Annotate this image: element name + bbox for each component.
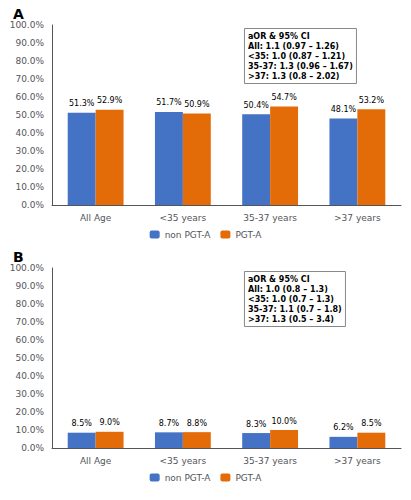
svg-text:<35 years: <35 years	[160, 456, 207, 466]
svg-text:8.3%: 8.3%	[246, 420, 267, 429]
svg-text:60.0%: 60.0%	[15, 92, 44, 102]
svg-text:All Age: All Age	[80, 213, 112, 223]
svg-text:54.7%: 54.7%	[271, 93, 297, 102]
svg-text:<35: 1.0 (0.7 – 1.3): <35: 1.0 (0.7 – 1.3)	[248, 295, 334, 304]
svg-text:>37 years: >37 years	[334, 213, 381, 223]
svg-text:<35 years: <35 years	[160, 213, 207, 223]
svg-text:100.0%: 100.0%	[9, 20, 44, 30]
svg-text:90.0%: 90.0%	[15, 281, 44, 291]
svg-text:10.0%: 10.0%	[15, 425, 44, 435]
svg-text:40.0%: 40.0%	[15, 128, 44, 138]
svg-text:8.5%: 8.5%	[72, 419, 93, 428]
svg-text:35-37 years: 35-37 years	[243, 456, 297, 466]
svg-text:70.0%: 70.0%	[15, 74, 44, 84]
svg-text:PGT-A: PGT-A	[235, 230, 262, 240]
svg-text:52.9%: 52.9%	[97, 96, 123, 105]
svg-text:0.0%: 0.0%	[21, 200, 44, 210]
svg-text:non PGT-A: non PGT-A	[165, 473, 212, 483]
svg-text:50.0%: 50.0%	[15, 353, 44, 363]
svg-text:>37: 1.3 (0.8 – 2.02): >37: 1.3 (0.8 – 2.02)	[248, 72, 340, 81]
svg-text:A: A	[13, 6, 24, 22]
svg-text:40.0%: 40.0%	[15, 371, 44, 381]
svg-text:30.0%: 30.0%	[15, 389, 44, 399]
svg-text:<35: 1.0 (0.87 – 1.21): <35: 1.0 (0.87 – 1.21)	[248, 52, 345, 61]
svg-text:51.7%: 51.7%	[156, 98, 182, 107]
svg-text:8.8%: 8.8%	[187, 419, 208, 428]
svg-text:50.9%: 50.9%	[184, 100, 210, 109]
svg-text:All Age: All Age	[80, 456, 112, 466]
svg-text:6.2%: 6.2%	[333, 423, 354, 432]
svg-text:60.0%: 60.0%	[15, 335, 44, 345]
svg-text:8.5%: 8.5%	[361, 419, 382, 428]
svg-text:>37: 1.3 (0.5 – 3.4): >37: 1.3 (0.5 – 3.4)	[248, 315, 334, 324]
svg-text:8.7%: 8.7%	[159, 419, 180, 428]
svg-text:20.0%: 20.0%	[15, 164, 44, 174]
svg-text:50.4%: 50.4%	[243, 101, 269, 110]
svg-text:aOR & 95% CI: aOR & 95% CI	[248, 32, 310, 41]
svg-text:PGT-A: PGT-A	[235, 473, 262, 483]
svg-text:35-37: 1.1 (0.7 – 1.8): 35-37: 1.1 (0.7 – 1.8)	[248, 305, 342, 314]
svg-text:80.0%: 80.0%	[15, 299, 44, 309]
svg-text:9.0%: 9.0%	[99, 418, 120, 427]
svg-text:30.0%: 30.0%	[15, 146, 44, 156]
svg-text:All: 1.0 (0.8 – 1.3): All: 1.0 (0.8 – 1.3)	[248, 285, 328, 294]
svg-text:90.0%: 90.0%	[15, 38, 44, 48]
svg-text:53.2%: 53.2%	[359, 96, 385, 105]
svg-text:non PGT-A: non PGT-A	[165, 230, 212, 240]
svg-text:All: 1.1 (0.97 – 1.26): All: 1.1 (0.97 – 1.26)	[248, 42, 339, 51]
svg-text:100.0%: 100.0%	[9, 263, 44, 273]
svg-text:51.3%: 51.3%	[69, 99, 95, 108]
svg-text:80.0%: 80.0%	[15, 56, 44, 66]
svg-text:aOR & 95% CI: aOR & 95% CI	[248, 275, 310, 284]
svg-text:35-37: 1.3 (0.96 – 1.67): 35-37: 1.3 (0.96 – 1.67)	[248, 62, 353, 71]
svg-text:10.0%: 10.0%	[271, 417, 297, 426]
svg-text:0.0%: 0.0%	[21, 443, 44, 453]
svg-text:70.0%: 70.0%	[15, 317, 44, 327]
svg-text:>37 years: >37 years	[334, 456, 381, 466]
svg-text:B: B	[13, 249, 24, 265]
svg-text:48.1%: 48.1%	[331, 105, 357, 114]
svg-text:20.0%: 20.0%	[15, 407, 44, 417]
svg-text:35-37 years: 35-37 years	[243, 213, 297, 223]
svg-text:10.0%: 10.0%	[15, 182, 44, 192]
svg-text:50.0%: 50.0%	[15, 110, 44, 120]
